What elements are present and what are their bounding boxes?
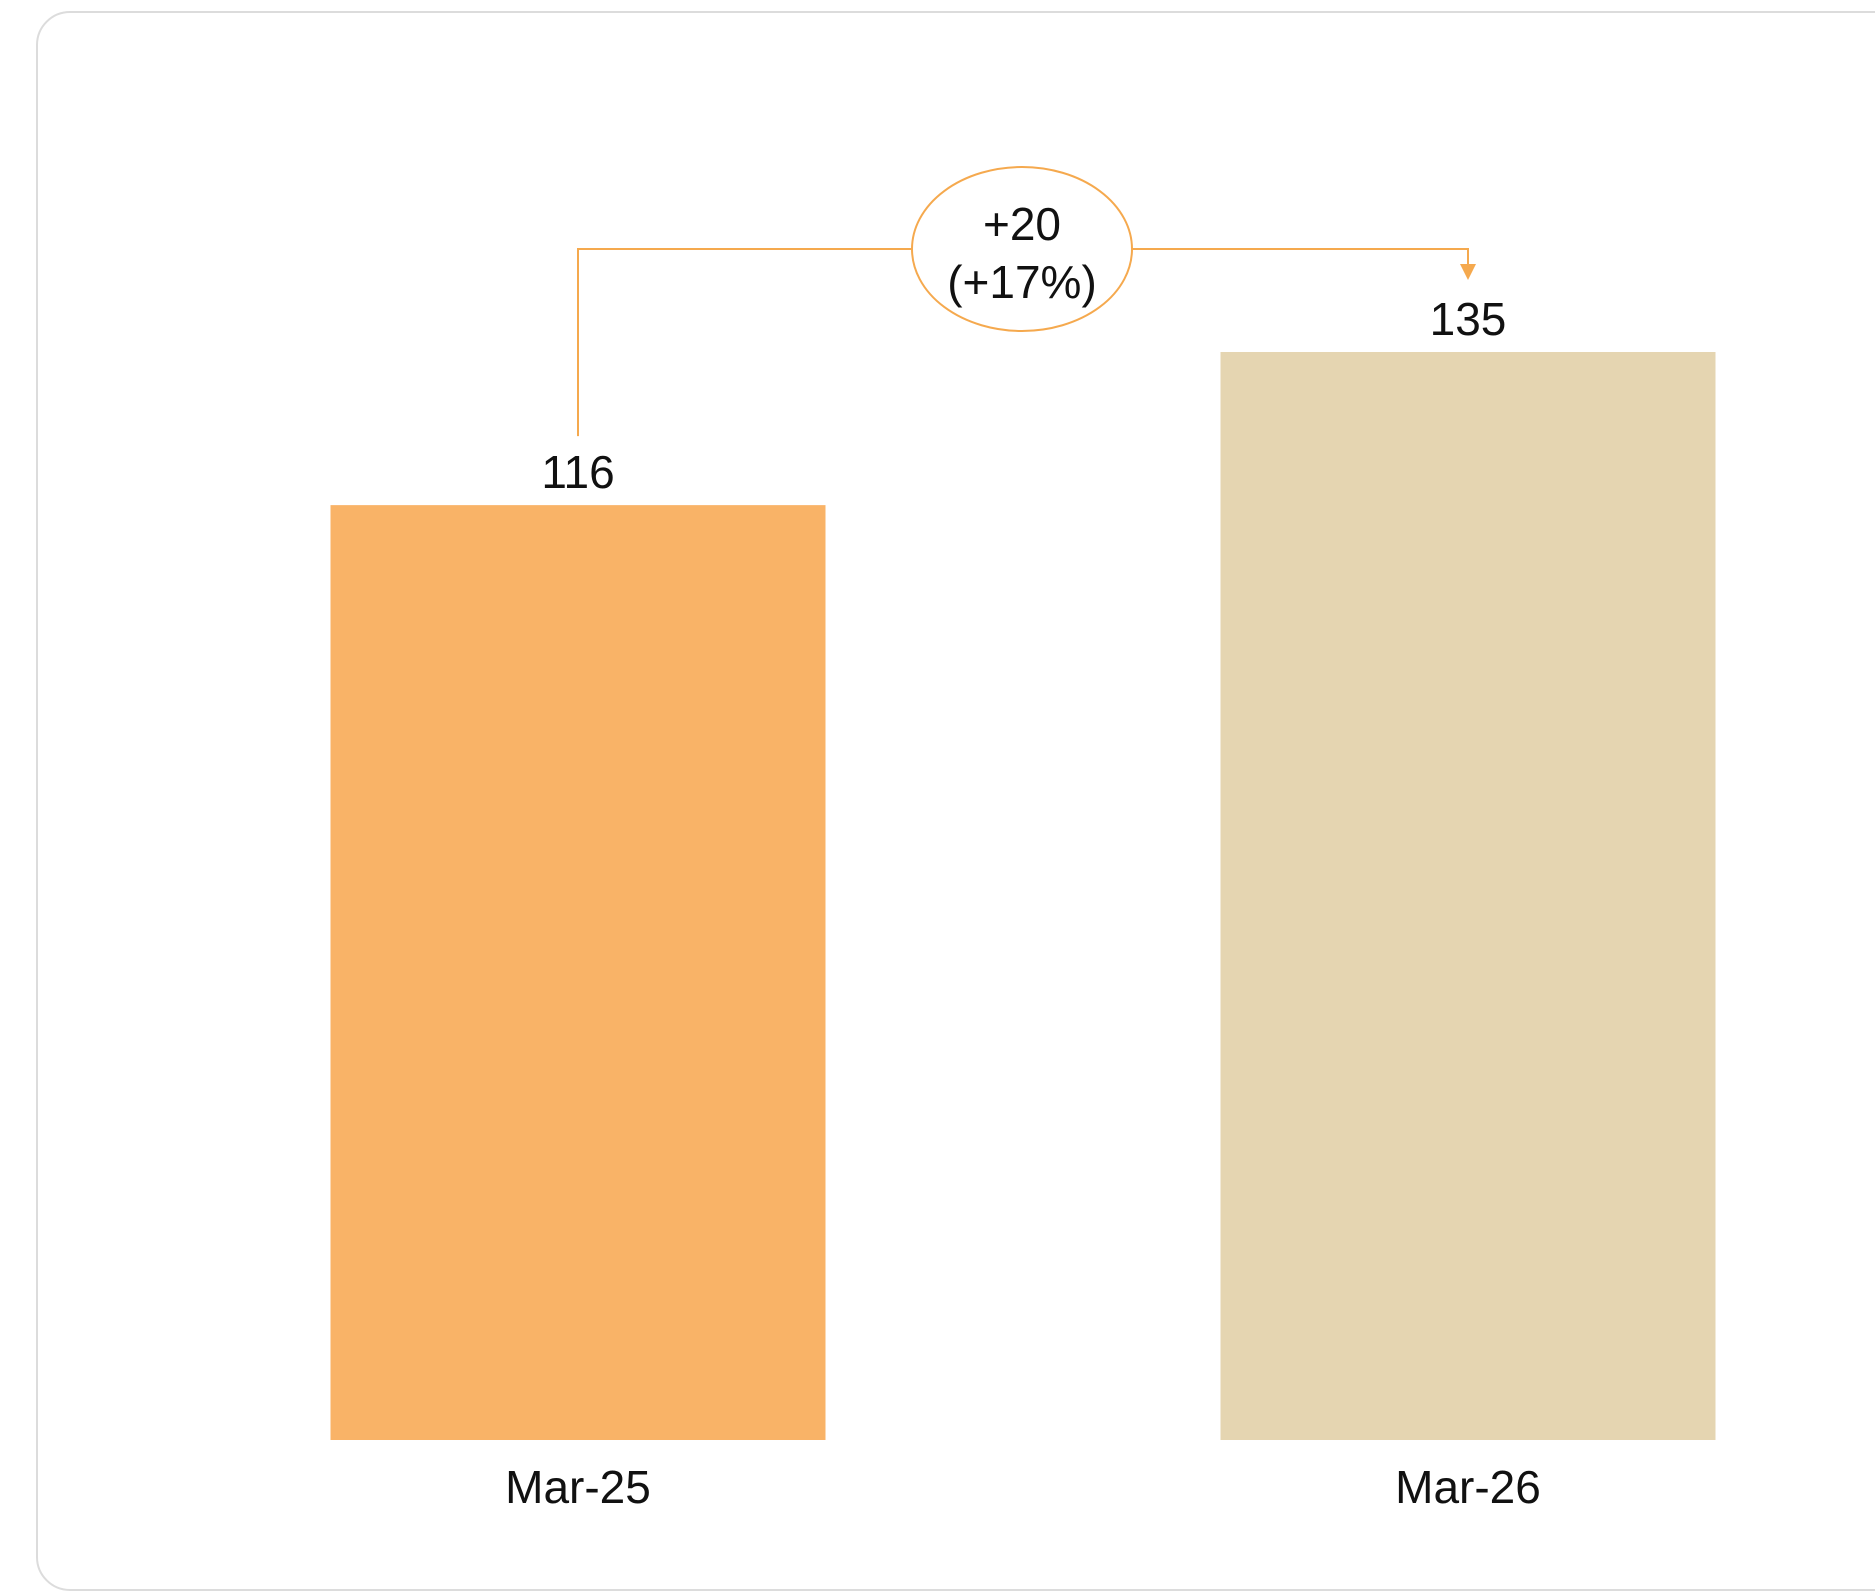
bar-mar-25 bbox=[331, 505, 826, 1440]
connector-line-right bbox=[1132, 249, 1468, 266]
change-absolute-label: +20 bbox=[983, 198, 1061, 250]
value-label-mar-25: 116 bbox=[541, 446, 614, 498]
bar-mar-26 bbox=[1221, 352, 1716, 1440]
x-tick-label-mar-25: Mar-25 bbox=[505, 1461, 651, 1513]
value-label-mar-26: 135 bbox=[1430, 293, 1507, 345]
x-tick-label-mar-26: Mar-26 bbox=[1395, 1461, 1541, 1513]
arrow-icon bbox=[1460, 264, 1476, 280]
connector-line-left bbox=[578, 249, 912, 436]
bar-chart: 116 135 Mar-25 Mar-26 +20 (+17%) bbox=[0, 0, 1875, 1556]
change-percent-label: (+17%) bbox=[947, 256, 1097, 308]
